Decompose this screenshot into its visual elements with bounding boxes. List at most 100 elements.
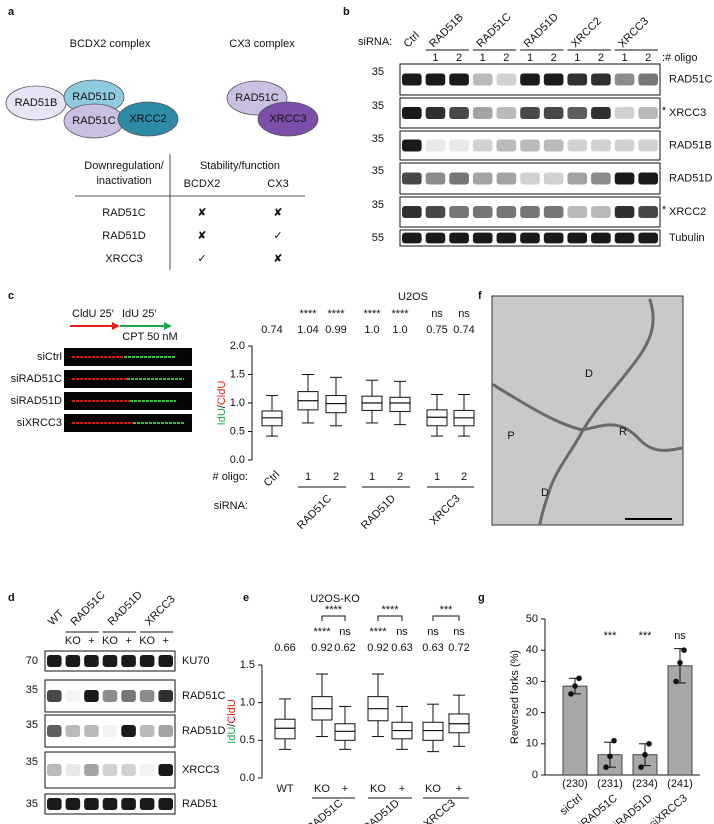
band [496, 73, 517, 86]
median-label: 0.74 [261, 324, 282, 336]
bracket [377, 615, 403, 621]
panel-letter: c [8, 290, 14, 302]
bracket-significance: **** [325, 604, 343, 616]
significance: ns [431, 308, 443, 320]
box [422, 721, 444, 741]
band [47, 798, 62, 810]
category-label: + [342, 783, 348, 795]
category-label: 2 [397, 471, 403, 483]
data-point [681, 647, 687, 653]
data-point [611, 737, 617, 744]
y-tick-label: 1.0 [240, 697, 255, 709]
band [47, 655, 62, 667]
y-tick-label: 1.5 [240, 659, 255, 671]
band [591, 232, 611, 244]
significance: ns [453, 626, 465, 638]
blot-strip [44, 714, 176, 748]
median-label: 0.66 [274, 642, 295, 654]
band [567, 107, 588, 119]
significance: ns [458, 308, 470, 320]
blot-label: KU70 [182, 655, 210, 667]
y-axis-label: IdU/CldU [226, 699, 238, 744]
band [47, 690, 62, 702]
panel-letter: g [478, 592, 485, 604]
band [543, 206, 564, 218]
bar [562, 685, 588, 776]
blot-label: RAD51D [669, 172, 712, 184]
bracket [432, 615, 460, 621]
oligo-label: :# oligo [662, 52, 697, 64]
y-axis-label: IdU/CldU [216, 381, 228, 426]
y-tick-label: 40 [526, 644, 538, 656]
significance: **** [369, 626, 387, 638]
band [520, 73, 540, 86]
band [47, 725, 62, 737]
y-tick-label: 10 [526, 738, 538, 750]
band [158, 764, 173, 776]
asterisk: * [662, 105, 667, 117]
row-label: # oligo: [213, 471, 248, 483]
category-label: + [399, 783, 405, 795]
protein-label: XRCC2 [129, 113, 166, 125]
bracket-significance: **** [381, 604, 399, 616]
category-label: KO [314, 783, 330, 795]
em-label: D [585, 368, 593, 380]
strand-daughter-bottom [538, 428, 585, 526]
dna-strands [492, 298, 684, 526]
band [449, 172, 469, 185]
median-label: 0.63 [422, 642, 443, 654]
band [591, 206, 611, 218]
band [84, 764, 99, 776]
y-axis-label-part: IdU [216, 408, 228, 425]
band [496, 172, 517, 185]
band [472, 206, 493, 218]
chart-title: U2OS-KO [310, 593, 360, 605]
band [543, 232, 564, 244]
protein-label: RAD51C [235, 92, 278, 104]
oligo-number: 2 [456, 52, 462, 64]
band [449, 139, 469, 152]
band [65, 798, 81, 810]
band [614, 73, 635, 86]
median-label: 0.92 [367, 642, 388, 654]
cpt-label: CPT 50 nM [122, 331, 177, 343]
data-point [673, 678, 679, 685]
category-label: 2 [461, 471, 467, 483]
band [121, 764, 136, 776]
band [65, 764, 81, 776]
median-label: 1.0 [392, 324, 407, 336]
data-point [576, 675, 582, 682]
table-mark: ✓ [273, 229, 282, 242]
category-label: 2 [333, 471, 339, 483]
mw-marker: 35 [372, 133, 384, 145]
idu-label: IdU 25′ [122, 308, 156, 320]
band [638, 206, 658, 218]
table-mark: ✘ [273, 252, 282, 265]
significance: *** [639, 630, 653, 642]
complex-title: CX3 complex [229, 38, 295, 50]
band [520, 107, 540, 119]
complex-title: BCDX2 complex [70, 38, 151, 50]
significance: **** [327, 308, 345, 320]
blot-label: RAD51C [182, 690, 225, 702]
band [139, 764, 155, 776]
band [614, 139, 635, 152]
median-label: 0.99 [325, 324, 346, 336]
y-tick-label: 2.0 [230, 340, 245, 352]
mw-marker: 70 [26, 655, 38, 667]
band [84, 655, 99, 667]
band [638, 172, 658, 185]
band [121, 690, 136, 702]
band [425, 73, 446, 86]
band [102, 655, 118, 667]
blot-strip [399, 130, 661, 161]
band [139, 798, 155, 810]
data-point [642, 751, 648, 758]
protein-label: RAD51D [72, 91, 115, 103]
band [102, 725, 118, 737]
strand-daughter-top [581, 298, 655, 432]
band [520, 172, 540, 185]
n-label: (230) [562, 778, 588, 790]
table-column-header: BCDX2 [184, 178, 221, 190]
